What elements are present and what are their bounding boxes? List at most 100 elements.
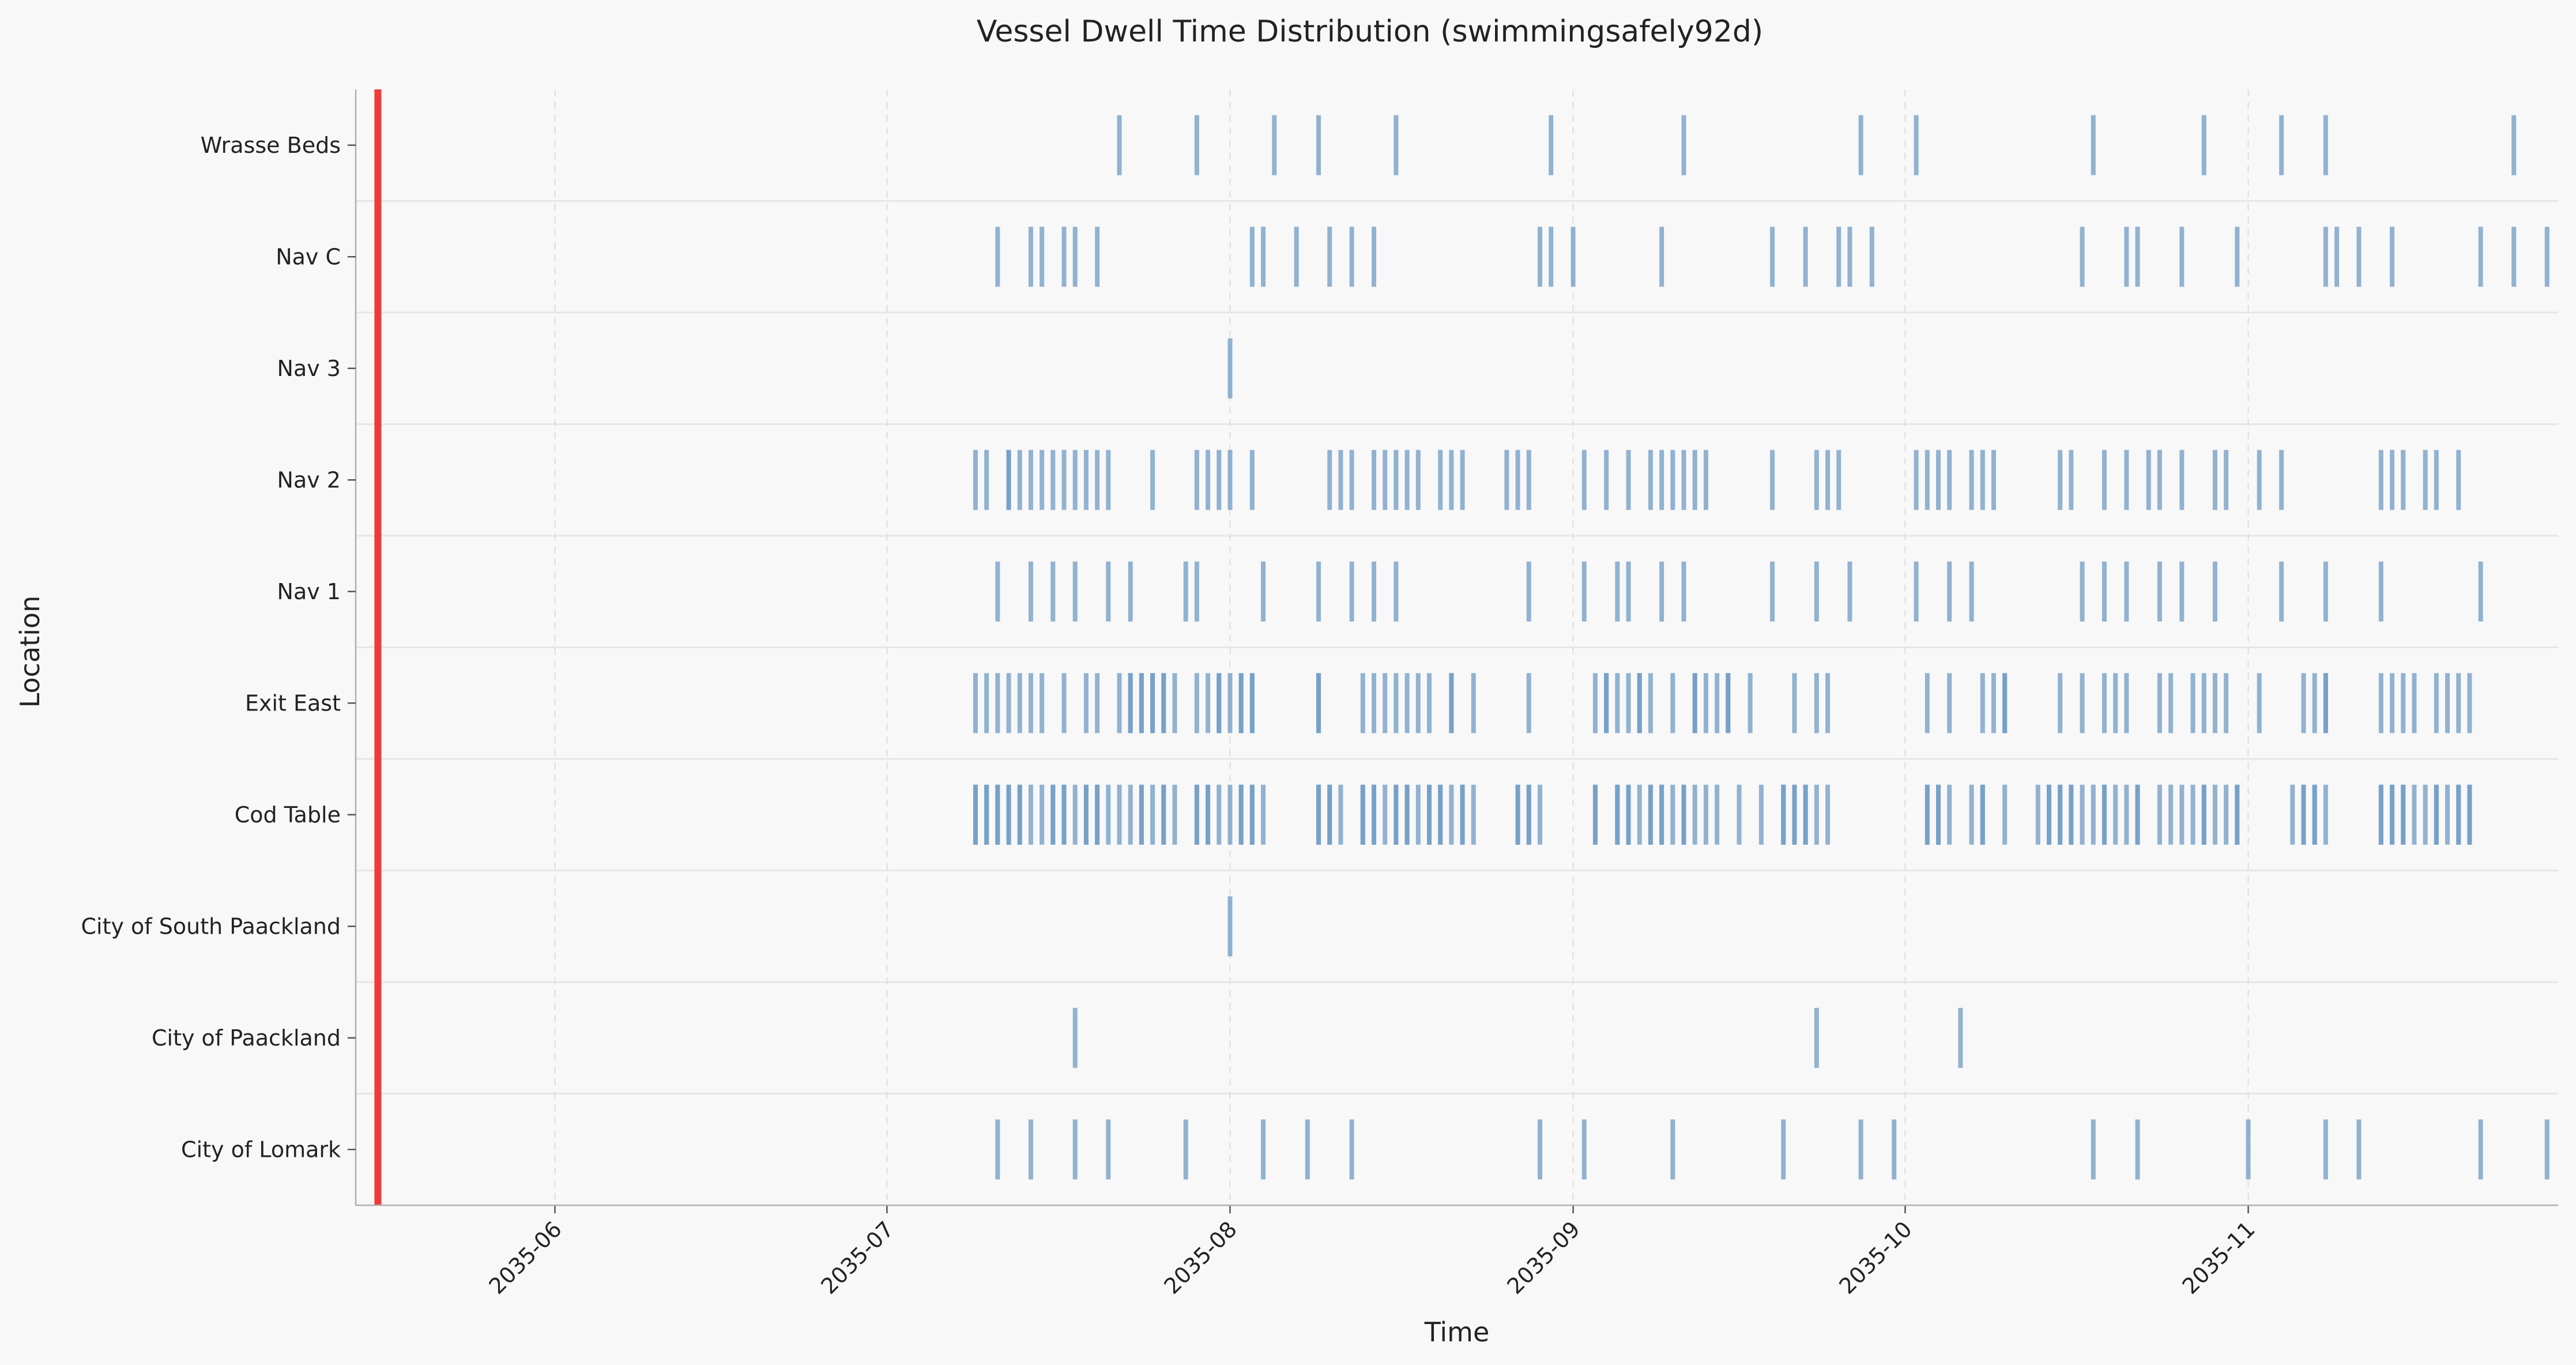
- event-mark: [1072, 227, 1078, 287]
- event-mark: [1305, 1119, 1310, 1180]
- event-mark: [1238, 784, 1244, 845]
- event-mark: [1172, 784, 1177, 845]
- event-mark: [2445, 673, 2450, 734]
- event-mark: [1637, 673, 1642, 734]
- event-mark: [1061, 673, 1067, 734]
- event-mark: [1936, 784, 1941, 845]
- event-mark: [1758, 784, 1764, 845]
- event-mark: [1272, 115, 1277, 175]
- event-mark: [1161, 784, 1166, 845]
- event-mark: [1592, 673, 1598, 734]
- event-mark: [2401, 673, 2406, 734]
- event-mark: [2124, 673, 2129, 734]
- event-mark: [1438, 784, 1443, 845]
- event-mark: [2113, 673, 2118, 734]
- event-mark: [1781, 784, 1786, 845]
- event-mark: [1394, 115, 1399, 175]
- event-mark: [1194, 450, 1199, 510]
- event-mark: [1316, 115, 1321, 175]
- event-mark: [1626, 450, 1631, 510]
- event-mark: [2091, 784, 2096, 845]
- event-mark: [2224, 450, 2229, 510]
- event-mark: [1526, 450, 1531, 510]
- event-mark: [2102, 450, 2107, 510]
- event-mark: [1581, 450, 1587, 510]
- event-mark: [2467, 784, 2472, 845]
- event-mark: [1106, 784, 1111, 845]
- event-mark: [2312, 673, 2317, 734]
- event-mark: [2323, 784, 2328, 845]
- event-mark: [1670, 673, 1675, 734]
- event-mark: [2378, 673, 2383, 734]
- event-mark: [1515, 784, 1520, 845]
- event-mark: [1327, 227, 1332, 287]
- event-mark: [1349, 561, 1354, 622]
- event-mark: [1449, 784, 1454, 845]
- event-mark: [1770, 227, 1775, 287]
- event-mark: [2434, 673, 2439, 734]
- event-mark: [1294, 227, 1299, 287]
- event-mark: [2401, 784, 2406, 845]
- event-mark: [995, 784, 1000, 845]
- event-mark: [1770, 450, 1775, 510]
- event-mark: [1028, 450, 1033, 510]
- event-mark: [2423, 784, 2428, 845]
- event-mark: [1914, 450, 1919, 510]
- event-mark: [1792, 673, 1797, 734]
- event-mark: [1504, 450, 1509, 510]
- event-mark: [1969, 784, 1974, 845]
- event-mark: [1460, 450, 1465, 510]
- event-mark: [1980, 673, 1985, 734]
- event-mark: [1150, 450, 1155, 510]
- event-mark: [1460, 784, 1465, 845]
- event-mark: [2058, 673, 2063, 734]
- event-mark: [2412, 784, 2417, 845]
- event-mark: [2246, 1119, 2251, 1180]
- event-mark: [2257, 450, 2262, 510]
- event-mark: [1537, 1119, 1542, 1180]
- event-mark: [1604, 673, 1609, 734]
- event-mark: [2511, 115, 2517, 175]
- event-mark: [1581, 1119, 1587, 1180]
- event-mark: [1637, 784, 1642, 845]
- event-mark: [1083, 784, 1089, 845]
- event-mark: [1261, 1119, 1266, 1180]
- event-mark: [2235, 227, 2240, 287]
- event-mark: [1659, 561, 1664, 622]
- event-mark: [1383, 450, 1388, 510]
- event-mark: [2135, 784, 2140, 845]
- event-mark: [2401, 450, 2406, 510]
- event-mark: [1803, 227, 1808, 287]
- event-mark: [2544, 227, 2549, 287]
- event-mark: [2201, 115, 2206, 175]
- event-mark: [1825, 673, 1831, 734]
- event-mark: [1549, 115, 1554, 175]
- event-mark: [2279, 115, 2284, 175]
- event-mark: [1936, 450, 1941, 510]
- event-mark: [2224, 673, 2229, 734]
- event-mark: [1415, 784, 1421, 845]
- event-mark: [1836, 227, 1841, 287]
- event-mark: [2157, 784, 2162, 845]
- y-tick-label: City of South Paackland: [81, 913, 341, 939]
- event-mark: [1050, 784, 1056, 845]
- event-mark: [2434, 450, 2439, 510]
- event-mark: [1349, 227, 1354, 287]
- event-mark: [1238, 673, 1244, 734]
- event-mark: [1925, 673, 1930, 734]
- event-mark: [1360, 784, 1365, 845]
- event-mark: [1715, 784, 1720, 845]
- event-mark: [1604, 450, 1609, 510]
- event-mark: [2235, 784, 2240, 845]
- event-mark: [2080, 561, 2085, 622]
- event-mark: [2224, 784, 2229, 845]
- event-mark: [1106, 561, 1111, 622]
- event-mark: [1117, 784, 1122, 845]
- event-mark: [2323, 227, 2328, 287]
- event-mark: [1161, 673, 1166, 734]
- event-mark: [1537, 227, 1542, 287]
- event-mark: [2179, 784, 2185, 845]
- event-mark: [2091, 115, 2096, 175]
- event-mark: [2058, 784, 2063, 845]
- event-mark: [1703, 450, 1708, 510]
